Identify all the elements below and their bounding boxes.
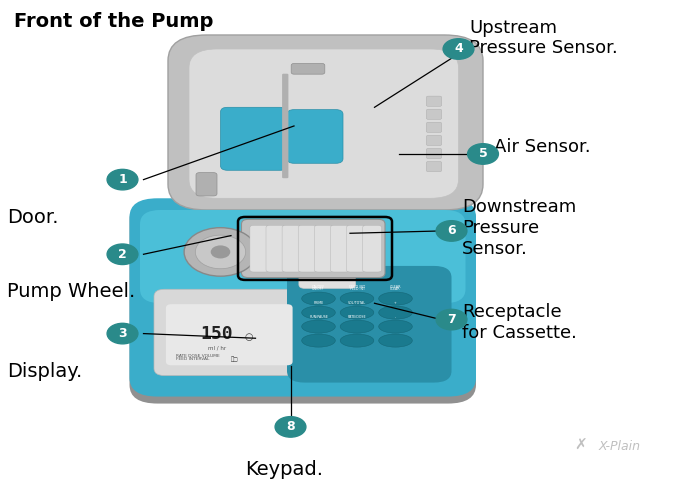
- FancyBboxPatch shape: [130, 201, 476, 404]
- Text: 7: 7: [447, 313, 456, 326]
- Text: Display.: Display.: [7, 361, 83, 381]
- Circle shape: [468, 144, 498, 164]
- Ellipse shape: [340, 334, 374, 347]
- Text: X-Plain: X-Plain: [598, 440, 640, 453]
- Text: 3: 3: [118, 327, 127, 340]
- Circle shape: [211, 245, 230, 258]
- FancyBboxPatch shape: [168, 35, 483, 210]
- Circle shape: [107, 169, 138, 190]
- Circle shape: [195, 235, 246, 269]
- Text: Pump Wheel.: Pump Wheel.: [7, 282, 135, 301]
- Text: RATE/DOSE: RATE/DOSE: [348, 315, 366, 319]
- Text: CLEAR: CLEAR: [390, 285, 401, 289]
- FancyBboxPatch shape: [363, 225, 382, 272]
- Text: -: -: [395, 315, 396, 319]
- Text: 150: 150: [201, 324, 233, 343]
- Text: PRIME: PRIME: [314, 301, 323, 305]
- Text: 8: 8: [286, 420, 295, 433]
- FancyBboxPatch shape: [282, 74, 288, 178]
- Text: FEED INT: FEED INT: [349, 285, 365, 289]
- Ellipse shape: [340, 292, 374, 305]
- Text: 1: 1: [118, 173, 127, 186]
- Ellipse shape: [379, 306, 412, 319]
- Ellipse shape: [379, 320, 412, 333]
- FancyBboxPatch shape: [426, 96, 442, 107]
- Text: Keypad.: Keypad.: [245, 459, 323, 479]
- FancyBboxPatch shape: [426, 109, 442, 120]
- FancyBboxPatch shape: [287, 109, 343, 163]
- Text: Air Sensor.: Air Sensor.: [494, 138, 590, 156]
- FancyBboxPatch shape: [189, 49, 458, 198]
- FancyBboxPatch shape: [196, 173, 217, 196]
- FancyBboxPatch shape: [140, 210, 466, 303]
- Ellipse shape: [340, 320, 374, 333]
- Text: FEED INT: FEED INT: [349, 287, 365, 291]
- FancyBboxPatch shape: [298, 225, 317, 272]
- Ellipse shape: [379, 292, 412, 305]
- FancyBboxPatch shape: [330, 225, 349, 272]
- Circle shape: [436, 221, 467, 241]
- Ellipse shape: [302, 334, 335, 347]
- Text: Door.: Door.: [7, 208, 59, 227]
- Text: Downstream
Pressure
Sensor.: Downstream Pressure Sensor.: [462, 198, 576, 258]
- Text: +: +: [394, 301, 397, 305]
- Text: ON/OFF: ON/OFF: [312, 285, 325, 289]
- Text: 4: 4: [454, 43, 463, 56]
- Ellipse shape: [379, 334, 412, 347]
- Circle shape: [184, 228, 257, 276]
- Text: ml / hr: ml / hr: [208, 345, 226, 350]
- Circle shape: [275, 417, 306, 437]
- Ellipse shape: [302, 320, 335, 333]
- Ellipse shape: [340, 306, 374, 319]
- Text: RUN/PAUSE: RUN/PAUSE: [309, 315, 328, 319]
- Text: ⬛◻: ⬛◻: [231, 356, 239, 361]
- Text: VOL/TOTAL: VOL/TOTAL: [348, 301, 366, 305]
- FancyBboxPatch shape: [426, 122, 442, 132]
- FancyBboxPatch shape: [250, 225, 269, 272]
- FancyBboxPatch shape: [166, 304, 293, 365]
- Text: 5: 5: [479, 147, 487, 160]
- Text: ON/OFF: ON/OFF: [312, 287, 325, 291]
- Text: ○: ○: [244, 332, 253, 342]
- Text: RATE DOSE VOLUME: RATE DOSE VOLUME: [176, 354, 220, 358]
- FancyBboxPatch shape: [426, 161, 442, 172]
- Text: 6: 6: [447, 225, 456, 238]
- Text: 2: 2: [118, 248, 127, 261]
- FancyBboxPatch shape: [266, 225, 285, 272]
- FancyBboxPatch shape: [299, 273, 356, 288]
- FancyBboxPatch shape: [291, 63, 325, 74]
- FancyBboxPatch shape: [346, 225, 365, 272]
- Text: Front of the Pump: Front of the Pump: [14, 12, 213, 31]
- FancyBboxPatch shape: [426, 135, 442, 145]
- Circle shape: [436, 309, 467, 330]
- FancyBboxPatch shape: [220, 108, 287, 170]
- FancyBboxPatch shape: [426, 148, 442, 158]
- Ellipse shape: [302, 292, 335, 305]
- FancyBboxPatch shape: [241, 219, 385, 277]
- FancyBboxPatch shape: [314, 225, 333, 272]
- Circle shape: [443, 39, 474, 59]
- Circle shape: [107, 244, 138, 264]
- Text: CLEAR: CLEAR: [390, 287, 400, 291]
- Text: Upstream
Pressure Sensor.: Upstream Pressure Sensor.: [469, 19, 617, 58]
- FancyBboxPatch shape: [287, 266, 452, 383]
- Ellipse shape: [302, 306, 335, 319]
- Text: Receptacle
for Cassette.: Receptacle for Cassette.: [462, 303, 577, 342]
- Text: FEED INTERVAL: FEED INTERVAL: [176, 357, 210, 361]
- FancyBboxPatch shape: [282, 225, 301, 272]
- FancyBboxPatch shape: [154, 289, 308, 375]
- FancyBboxPatch shape: [130, 198, 476, 396]
- Text: ✗: ✗: [575, 438, 587, 453]
- Circle shape: [107, 324, 138, 344]
